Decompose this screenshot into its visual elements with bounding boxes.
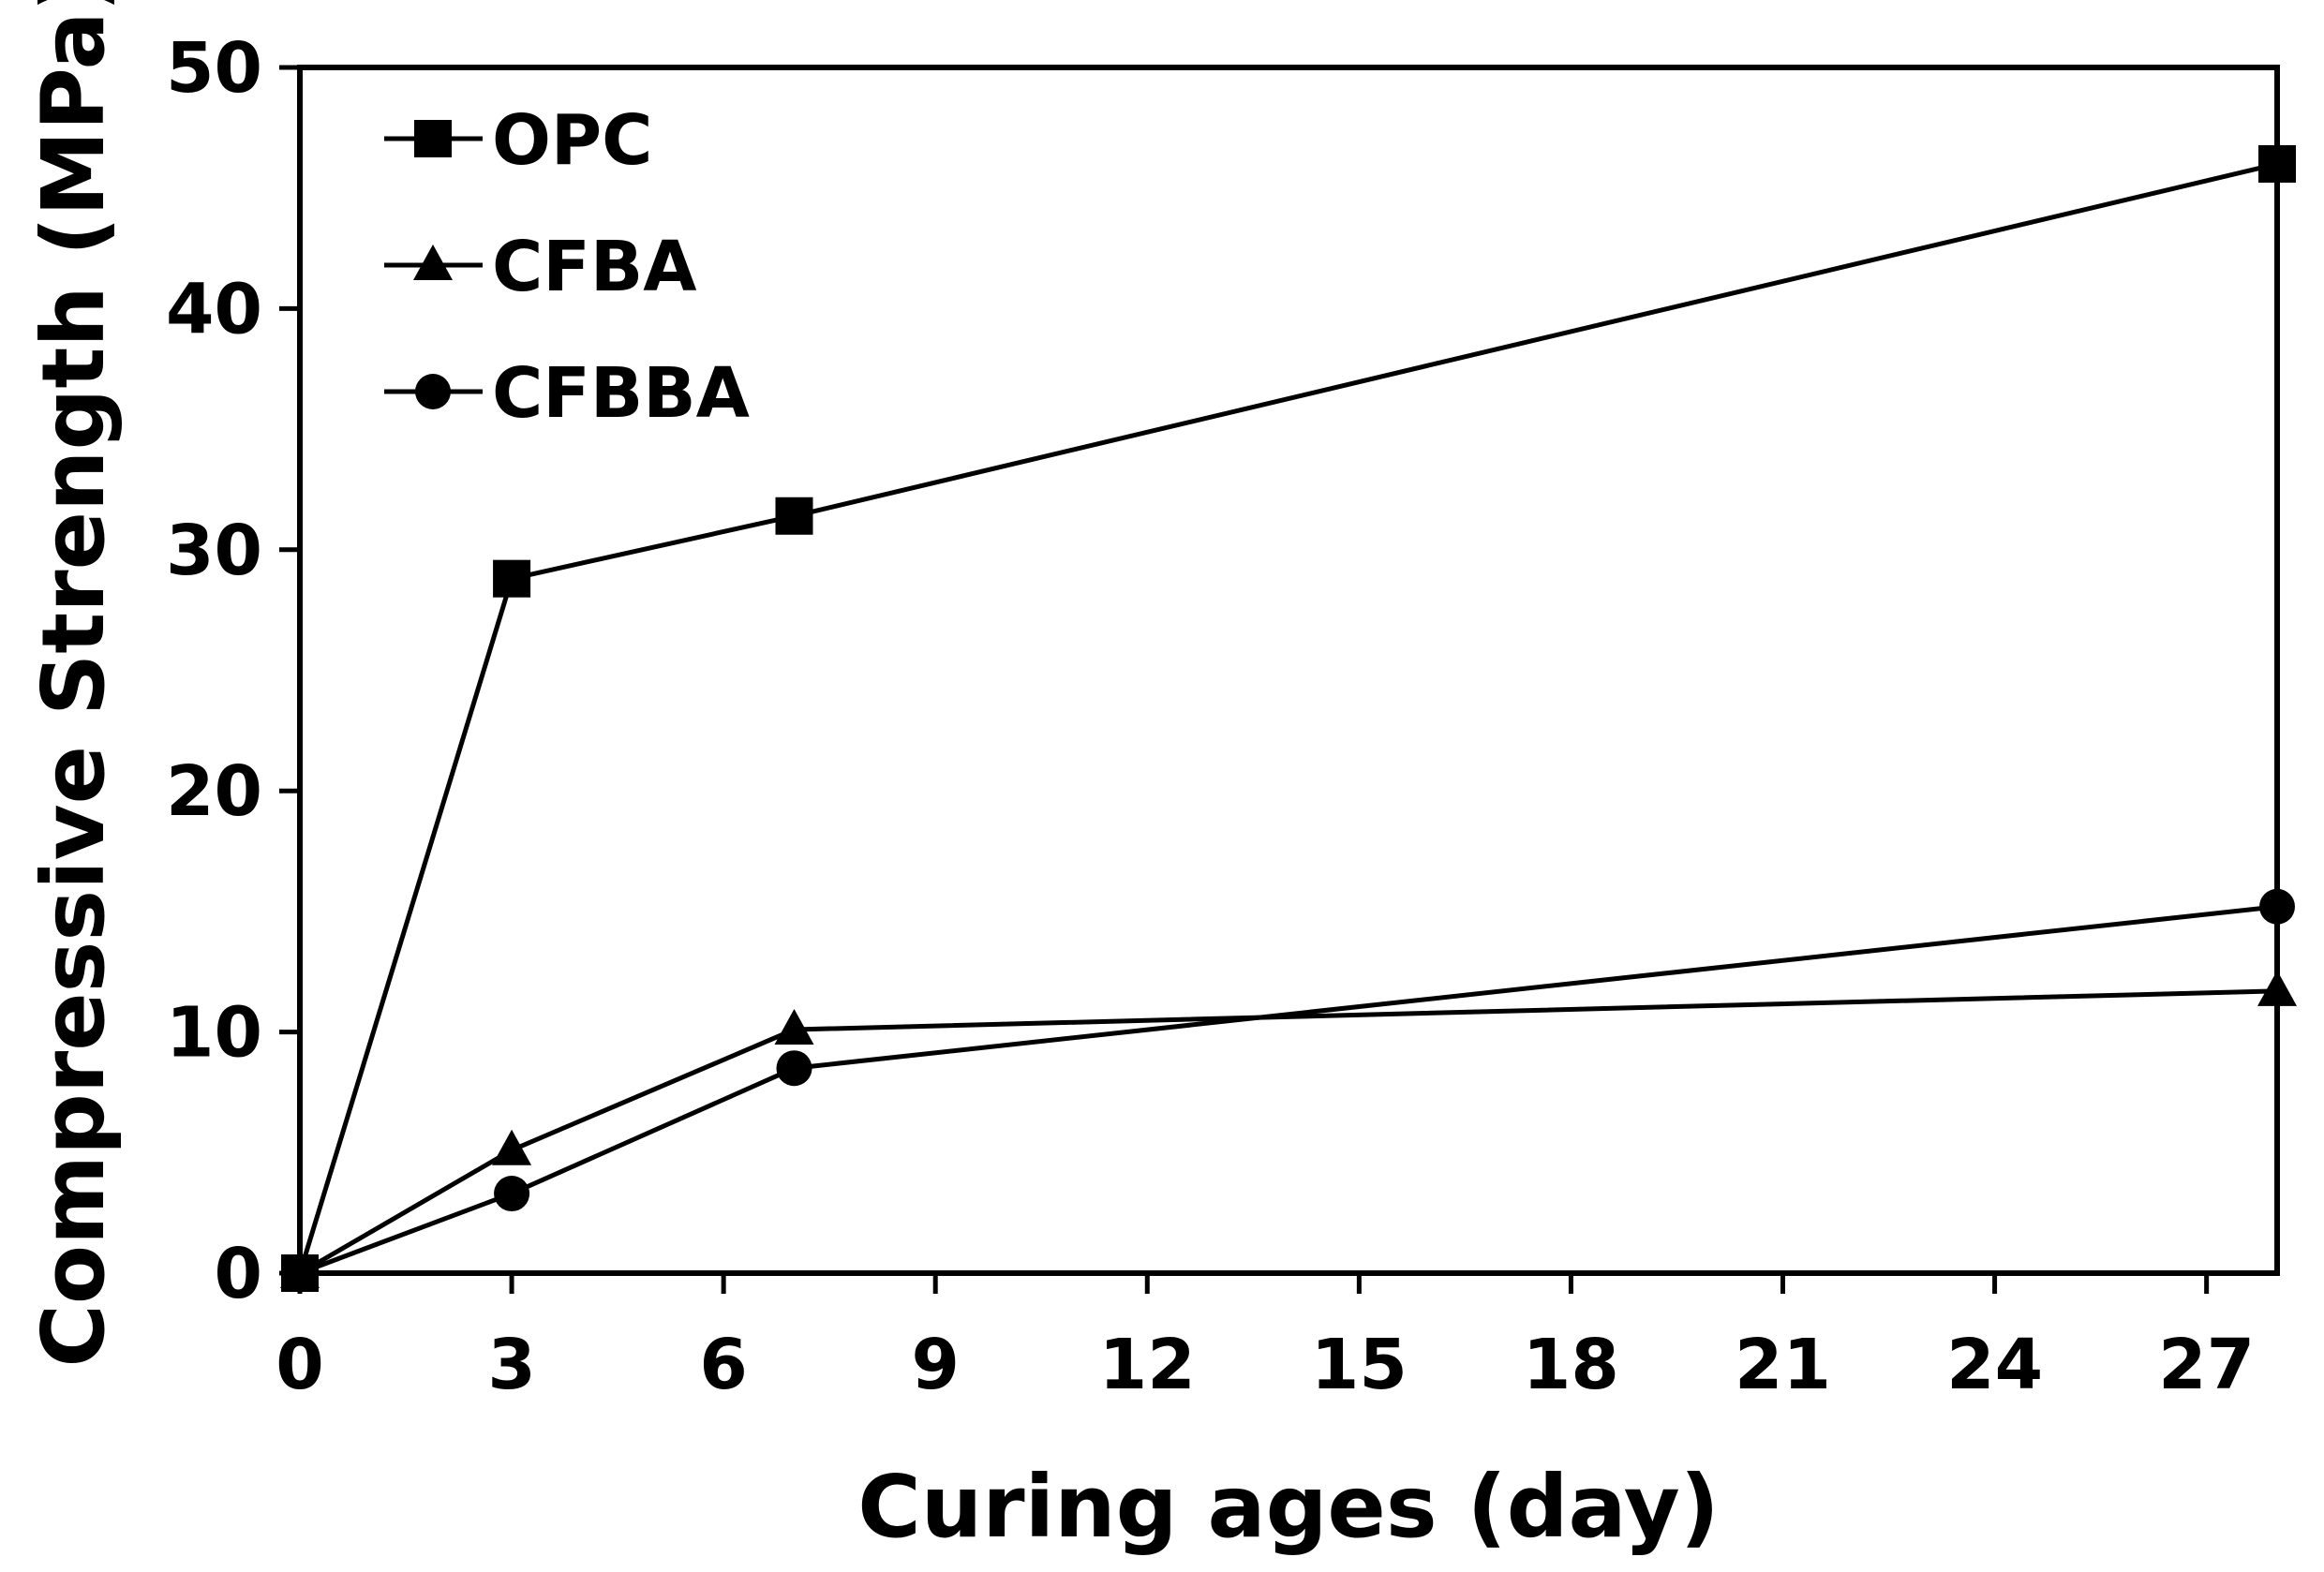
data-point-cfbba bbox=[776, 1050, 812, 1087]
legend-label: CFBBA bbox=[492, 353, 750, 434]
series-cfbba bbox=[282, 888, 2295, 1291]
y-axis-ticks: 0 10 20 30 40 50 bbox=[166, 28, 300, 1314]
legend-label: CFBA bbox=[492, 227, 697, 307]
data-point-cfbba bbox=[282, 1255, 318, 1291]
data-point-cfbba bbox=[2259, 888, 2295, 925]
x-axis-label: Curing ages (day) bbox=[857, 1457, 1720, 1557]
y-tick-label: 10 bbox=[166, 993, 262, 1074]
legend-marker-cfbba bbox=[415, 374, 451, 409]
x-tick-label: 27 bbox=[2158, 1325, 2255, 1405]
y-axis-label: Compressive Strength (MPa) bbox=[23, 0, 124, 1368]
legend-marker-cfba bbox=[413, 245, 453, 280]
data-point-opc bbox=[2258, 144, 2296, 183]
y-tick-label: 30 bbox=[166, 511, 262, 591]
x-tick-label: 21 bbox=[1735, 1325, 1831, 1405]
x-tick-label: 18 bbox=[1523, 1325, 1619, 1405]
x-tick-label: 0 bbox=[276, 1325, 324, 1405]
x-tick-label: 9 bbox=[911, 1325, 960, 1405]
data-point-cfbba bbox=[494, 1176, 530, 1212]
series-cfba bbox=[280, 970, 2297, 1288]
legend-item-opc: OPC bbox=[384, 100, 652, 181]
series-opc bbox=[281, 144, 2296, 1292]
y-tick-label: 20 bbox=[166, 751, 262, 832]
y-tick-label: 40 bbox=[166, 269, 262, 349]
legend: OPC CFBA CFBBA bbox=[384, 100, 750, 434]
data-point-opc bbox=[493, 559, 531, 598]
data-point-cfba bbox=[492, 1129, 532, 1165]
x-tick-label: 24 bbox=[1946, 1325, 2043, 1405]
y-tick-label: 50 bbox=[166, 28, 262, 109]
legend-item-cfba: CFBA bbox=[384, 227, 697, 307]
data-point-cfba bbox=[2257, 970, 2297, 1006]
series-layer bbox=[280, 144, 2297, 1292]
x-tick-label: 15 bbox=[1311, 1325, 1408, 1405]
data-point-opc bbox=[775, 497, 813, 535]
legend-label: OPC bbox=[492, 100, 652, 181]
plot-frame bbox=[297, 65, 2280, 1276]
x-tick-label: 3 bbox=[487, 1325, 536, 1405]
x-axis-ticks: 0 3 6 9 12 15 18 21 24 27 bbox=[276, 1273, 2255, 1405]
series-line-cfba bbox=[298, 988, 2278, 1276]
x-tick-label: 12 bbox=[1099, 1325, 1196, 1405]
legend-marker-opc bbox=[414, 120, 452, 157]
legend-item-cfbba: CFBBA bbox=[384, 353, 750, 434]
series-line-opc bbox=[297, 161, 2278, 1274]
y-tick-label: 0 bbox=[215, 1234, 263, 1314]
data-point-cfba bbox=[774, 1009, 814, 1046]
x-tick-label: 6 bbox=[699, 1325, 748, 1405]
series-line-cfbba bbox=[299, 904, 2278, 1276]
